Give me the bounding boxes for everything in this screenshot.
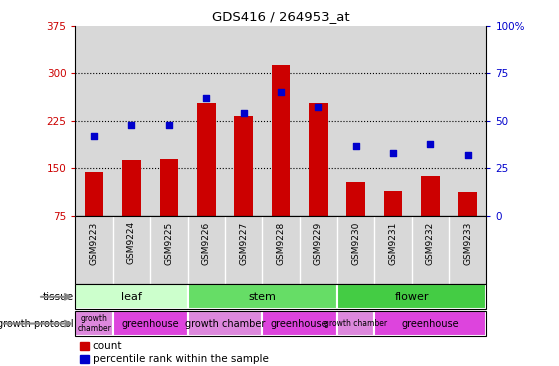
Bar bbox=[187, 216, 225, 284]
Text: GSM9226: GSM9226 bbox=[202, 221, 211, 265]
Text: count: count bbox=[93, 341, 122, 351]
Point bbox=[389, 150, 397, 156]
Bar bbox=[262, 311, 337, 336]
Bar bbox=[421, 176, 439, 216]
Bar bbox=[225, 216, 262, 284]
Point bbox=[164, 122, 173, 127]
Bar bbox=[337, 216, 375, 284]
Text: greenhouse: greenhouse bbox=[271, 318, 328, 329]
Point bbox=[463, 152, 472, 158]
Point bbox=[314, 105, 323, 111]
Bar bbox=[75, 26, 113, 216]
Text: growth protocol: growth protocol bbox=[0, 318, 74, 329]
Point bbox=[202, 95, 211, 101]
Text: GSM9229: GSM9229 bbox=[314, 221, 323, 265]
Text: GSM9224: GSM9224 bbox=[127, 221, 136, 265]
Bar bbox=[113, 311, 187, 336]
Text: stem: stem bbox=[248, 292, 276, 302]
Point bbox=[276, 89, 285, 95]
Point bbox=[426, 141, 435, 146]
Text: GSM9232: GSM9232 bbox=[426, 221, 435, 265]
Bar bbox=[411, 216, 449, 284]
Bar bbox=[300, 216, 337, 284]
Text: growth chamber: growth chamber bbox=[184, 318, 265, 329]
Bar bbox=[187, 311, 262, 336]
Bar bbox=[272, 65, 290, 216]
Point bbox=[89, 133, 98, 139]
Bar bbox=[150, 26, 187, 216]
Text: greenhouse: greenhouse bbox=[401, 318, 459, 329]
Point bbox=[127, 122, 136, 127]
Text: growth chamber: growth chamber bbox=[324, 319, 387, 328]
Bar bbox=[75, 311, 113, 336]
Text: GSM9230: GSM9230 bbox=[351, 221, 360, 265]
Bar bbox=[375, 311, 486, 336]
Bar bbox=[79, 355, 89, 363]
Bar bbox=[85, 172, 103, 216]
Bar bbox=[75, 284, 187, 309]
Bar bbox=[262, 216, 300, 284]
Bar bbox=[225, 26, 262, 216]
Bar bbox=[309, 103, 328, 216]
Bar bbox=[113, 26, 150, 216]
Bar bbox=[113, 216, 150, 284]
Bar bbox=[187, 26, 225, 216]
Bar bbox=[337, 311, 375, 336]
Bar bbox=[375, 26, 411, 216]
Bar bbox=[187, 284, 337, 309]
Text: GSM9228: GSM9228 bbox=[276, 221, 286, 265]
Text: leaf: leaf bbox=[121, 292, 142, 302]
Bar bbox=[197, 103, 216, 216]
Text: GSM9231: GSM9231 bbox=[389, 221, 397, 265]
Bar bbox=[234, 116, 253, 216]
Bar bbox=[79, 342, 89, 350]
Text: percentile rank within the sample: percentile rank within the sample bbox=[93, 354, 268, 364]
Title: GDS416 / 264953_at: GDS416 / 264953_at bbox=[212, 10, 350, 23]
Bar bbox=[262, 26, 300, 216]
Bar bbox=[122, 160, 141, 216]
Bar bbox=[411, 26, 449, 216]
Text: GSM9223: GSM9223 bbox=[89, 221, 98, 265]
Bar bbox=[300, 26, 337, 216]
Bar bbox=[375, 216, 411, 284]
Bar bbox=[449, 26, 486, 216]
Text: growth
chamber: growth chamber bbox=[77, 314, 111, 333]
Text: GSM9225: GSM9225 bbox=[164, 221, 173, 265]
Text: flower: flower bbox=[395, 292, 429, 302]
Bar bbox=[449, 216, 486, 284]
Text: GSM9233: GSM9233 bbox=[463, 221, 472, 265]
Bar bbox=[337, 284, 486, 309]
Point bbox=[351, 143, 360, 149]
Bar bbox=[383, 191, 402, 216]
Text: greenhouse: greenhouse bbox=[121, 318, 179, 329]
Text: tissue: tissue bbox=[42, 292, 74, 302]
Bar bbox=[458, 192, 477, 216]
Bar bbox=[159, 159, 178, 216]
Bar bbox=[150, 216, 187, 284]
Bar bbox=[346, 182, 365, 216]
Bar bbox=[75, 216, 113, 284]
Bar bbox=[337, 26, 375, 216]
Text: GSM9227: GSM9227 bbox=[239, 221, 248, 265]
Point bbox=[239, 110, 248, 116]
